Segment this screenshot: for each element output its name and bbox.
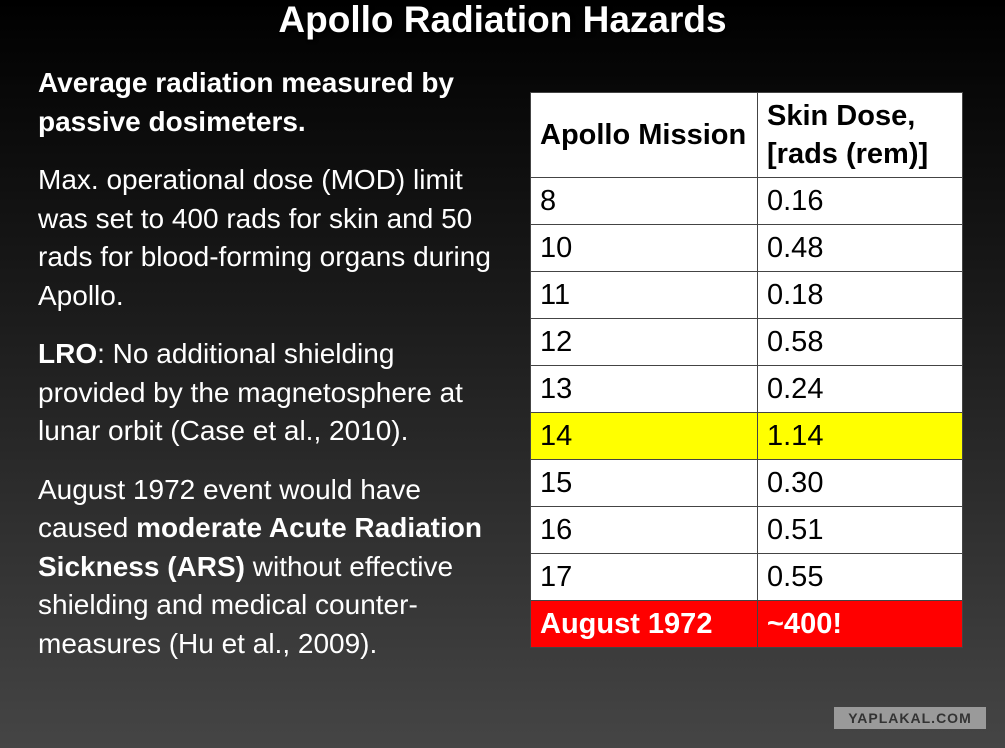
table-cell: 15 <box>530 459 758 507</box>
header-row: Apollo Mission Skin Dose, [rads (rem)] <box>530 92 963 178</box>
text: : No additional shielding provided by th… <box>38 338 463 446</box>
table-row: 16 0.51 <box>530 506 963 554</box>
table-row: 10 0.48 <box>530 224 963 272</box>
table-cell: 0.58 <box>757 318 963 366</box>
bold-text: LRO <box>38 338 98 369</box>
slide-title: Apollo Radiation Hazards <box>278 0 727 40</box>
table-row: August 1972 ~400! <box>530 600 963 648</box>
dose-table: Apollo Mission Skin Dose, [rads (rem)] 8… <box>530 92 963 648</box>
table-cell: 17 <box>530 553 758 601</box>
table-cell: August 1972 <box>530 600 758 648</box>
table-cell: ~400! <box>757 600 963 648</box>
table-cell: 0.55 <box>757 553 963 601</box>
table-cell: 14 <box>530 412 758 460</box>
table-row: 13 0.24 <box>530 365 963 413</box>
column-header: Apollo Mission <box>530 92 758 178</box>
table-row: 15 0.30 <box>530 459 963 507</box>
table-row: 11 0.18 <box>530 271 963 319</box>
paragraph: August 1972 event would have caused mode… <box>38 471 508 664</box>
table-row: 14 1.14 <box>530 412 963 460</box>
table-cell: 13 <box>530 365 758 413</box>
table-cell: 11 <box>530 271 758 319</box>
table-cell: 16 <box>530 506 758 554</box>
table-row: 8 0.16 <box>530 177 963 225</box>
table-body: 8 0.16 10 0.48 11 0.18 12 0.58 13 0.24 14 1.14 15 0.3… <box>530 177 963 648</box>
text: without effective shielding and medical … <box>38 550 454 659</box>
table-cell: 0.18 <box>757 271 963 319</box>
table-cell: 0.48 <box>757 224 963 272</box>
text: August 1972 event would have caused <box>38 473 421 544</box>
table-cell: 0.51 <box>757 506 963 554</box>
bold-text: moderate Acute Radiation Sickness (ARS) <box>38 512 482 582</box>
paragraph: Average radiation measured by passive do… <box>38 64 508 141</box>
table-row: 12 0.58 <box>530 318 963 366</box>
bold-text: Average radiation measured by passive do… <box>38 67 455 137</box>
text: Max. operational dose (MOD) limit was se… <box>38 164 491 311</box>
paragraph: LRO: No additional shielding provided by… <box>38 335 508 451</box>
watermark: YAPLAKAL.COM <box>834 707 986 729</box>
table-cell: 0.24 <box>757 365 963 413</box>
column-header: Skin Dose, [rads (rem)] <box>757 92 963 178</box>
paragraph: Max. operational dose (MOD) limit was se… <box>38 161 508 315</box>
table-cell: 0.16 <box>757 177 963 225</box>
table-cell: 1.14 <box>757 412 963 460</box>
table-cell: 8 <box>530 177 758 225</box>
table-cell: 10 <box>530 224 758 272</box>
table-cell: 0.30 <box>757 459 963 507</box>
table-cell: 12 <box>530 318 758 366</box>
text-column: Average radiation measured by passive do… <box>38 64 508 683</box>
table-row: 17 0.55 <box>530 553 963 601</box>
